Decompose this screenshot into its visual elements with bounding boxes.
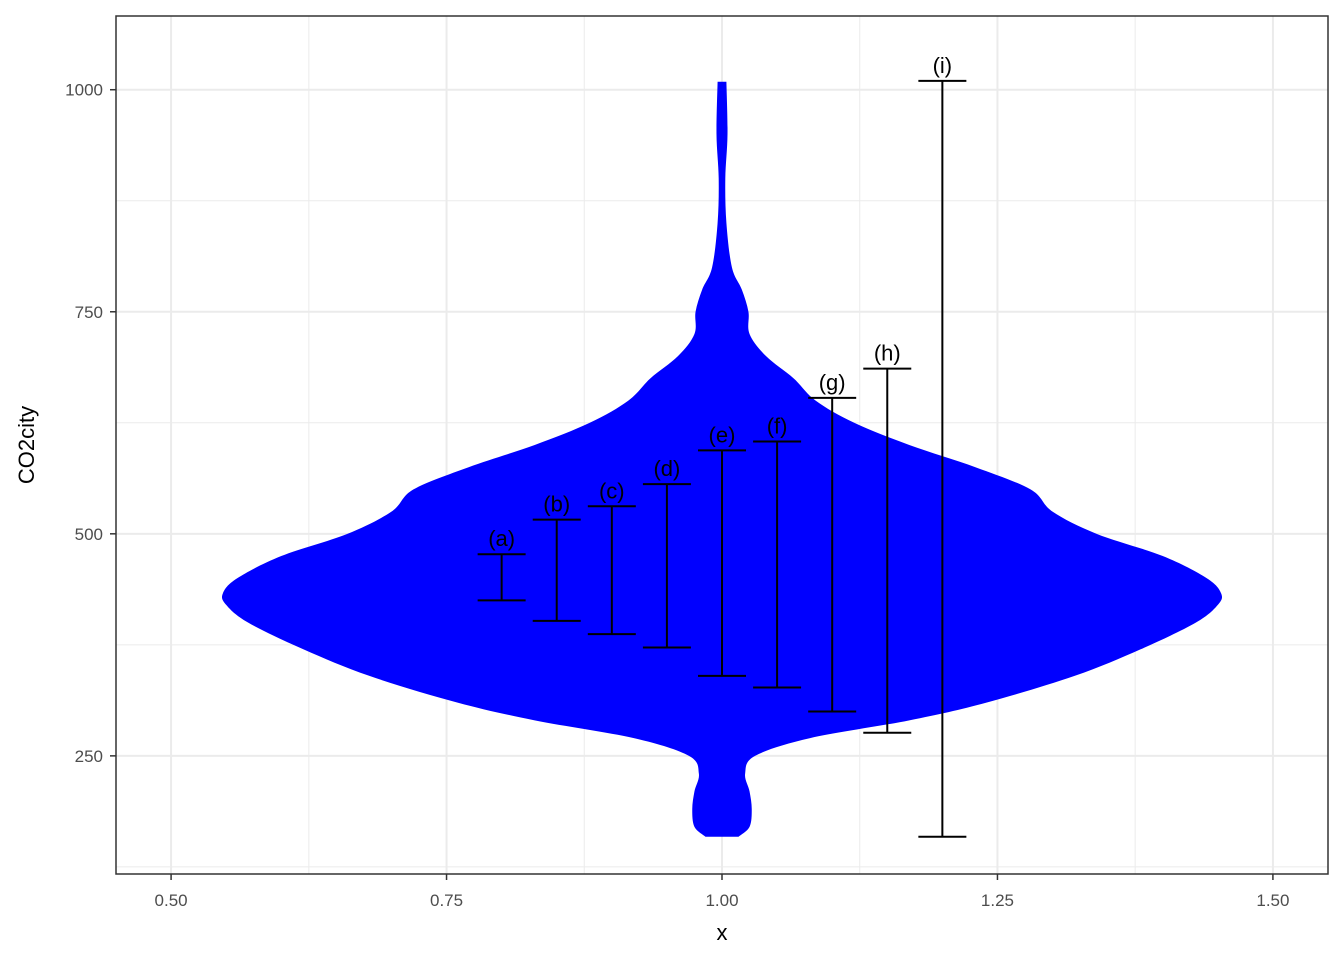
interval-bar: (e) — [698, 422, 746, 677]
x-tick-label: 1.00 — [705, 891, 738, 910]
x-tick-label: 0.50 — [155, 891, 188, 910]
interval-bar: (i) — [918, 53, 967, 838]
interval-bar: (b) — [532, 492, 581, 622]
interval-label: (d) — [653, 456, 680, 481]
interval-bar: (h) — [863, 341, 912, 734]
interval-label: (e) — [709, 422, 736, 447]
y-axis-ticks: 250 500 750 1000 — [65, 81, 116, 766]
interval-bars: (a) (b) (c) (d) (e) (f) (g) (h) (i) — [477, 53, 967, 838]
interval-label: (f) — [767, 413, 788, 438]
interval-label: (c) — [599, 478, 625, 503]
x-tick-label: 1.25 — [981, 891, 1014, 910]
x-axis-ticks: 0.50 0.75 1.00 1.25 1.50 — [155, 874, 1289, 910]
y-tick-label: 1000 — [65, 81, 103, 100]
interval-bar: (g) — [808, 370, 857, 713]
x-tick-label: 1.50 — [1256, 891, 1289, 910]
interval-bar: (f) — [753, 413, 802, 689]
y-tick-label: 750 — [75, 303, 103, 322]
y-axis-title: CO2city — [14, 406, 39, 484]
x-tick-label: 0.75 — [430, 891, 463, 910]
interval-label: (h) — [874, 341, 901, 366]
interval-bar: (d) — [642, 456, 691, 649]
interval-label: (i) — [933, 53, 953, 78]
interval-label: (g) — [819, 370, 846, 395]
x-axis-title: x — [717, 920, 728, 945]
y-tick-label: 250 — [75, 747, 103, 766]
interval-label: (a) — [488, 526, 515, 551]
interval-label: (b) — [543, 492, 570, 517]
interval-bar: (c) — [587, 478, 636, 636]
y-tick-label: 500 — [75, 525, 103, 544]
interval-bar: (a) — [477, 526, 526, 602]
